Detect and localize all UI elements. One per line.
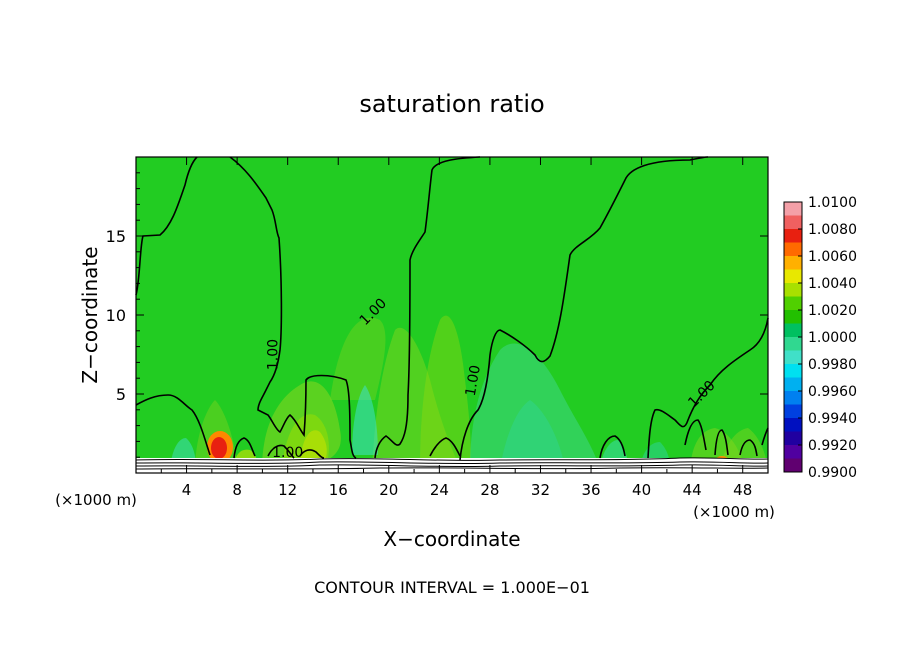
colorbar-swatch <box>784 269 802 284</box>
x-tick-label: 4 <box>182 481 192 499</box>
contour-lines <box>135 156 769 461</box>
x-tick-label: 28 <box>480 481 499 499</box>
contour-label: 1.00 <box>266 339 282 370</box>
x-tick-label: 12 <box>278 481 297 499</box>
contour-line <box>267 437 461 459</box>
contour-line <box>647 317 769 459</box>
colorbar-label: 1.0100 <box>808 195 857 211</box>
teal-patch <box>500 400 565 468</box>
colorbar-swatch <box>784 445 802 459</box>
x-tick-label: 8 <box>232 481 242 499</box>
colorbar-swatch <box>784 310 802 324</box>
contour-line <box>599 435 626 459</box>
colorbar-label: 1.0040 <box>808 276 857 292</box>
colorbar-label: 1.0020 <box>808 303 857 319</box>
x-tick-label: 32 <box>531 481 550 499</box>
x-axis-label: X−coordinate <box>383 527 520 551</box>
colorbar-swatch <box>784 296 802 311</box>
colorbar-swatch <box>784 364 802 378</box>
contour-line <box>459 156 709 461</box>
colorbar-swatch <box>784 337 802 351</box>
cool-patches <box>170 343 670 468</box>
red-core <box>211 437 227 459</box>
contour-label: 1.00 <box>463 364 484 397</box>
y-tick-label: 5 <box>116 385 126 404</box>
colorbar-swatch <box>784 229 802 243</box>
contour-line <box>135 394 211 456</box>
y-axis-label: Z−coordinate <box>78 246 102 383</box>
terrain-band <box>135 457 769 473</box>
colorbar-swatch <box>784 283 802 297</box>
x-tick-label: 20 <box>379 481 398 499</box>
chart-title: saturation ratio <box>359 90 544 118</box>
contour-label: 1.00 <box>272 445 303 461</box>
x-tick-label: 36 <box>581 481 600 499</box>
colorbar-label: 1.0060 <box>808 249 857 265</box>
terrain-contour <box>135 464 769 468</box>
x-tick-label: 48 <box>733 481 752 499</box>
field-background <box>136 157 768 473</box>
colorbar-swatch <box>784 202 802 216</box>
y-axis: 5 10 15 <box>106 172 768 458</box>
colorbar-swatch <box>784 418 802 432</box>
contour-interval-note: CONTOUR INTERVAL = 1.000E−01 <box>314 578 590 597</box>
teal-patch <box>470 343 600 468</box>
x-unit-right: (×1000 m) <box>693 503 775 521</box>
colorbar-swatch <box>784 377 802 392</box>
y-tick-label: 15 <box>106 227 126 246</box>
colorbar-label: 1.0000 <box>808 330 857 346</box>
colorbar-label: 0.9980 <box>808 357 857 373</box>
colorbar-swatch <box>784 458 802 473</box>
colorbar-swatch <box>784 391 802 405</box>
terrain-contour <box>135 457 769 461</box>
contour-line <box>684 419 758 457</box>
colorbar-label: 0.9900 <box>808 465 857 481</box>
colorbar-label: 0.9920 <box>808 438 857 454</box>
colorbar-swatch <box>784 215 802 230</box>
x-unit-left: (×1000 m) <box>55 491 137 509</box>
contour-line <box>229 156 357 459</box>
x-tick-label: 44 <box>683 481 702 499</box>
x-tick-label: 16 <box>329 481 348 499</box>
colorbar-swatch <box>784 431 802 446</box>
colorbar-label: 1.0080 <box>808 222 857 238</box>
colorbar: 1.0100 1.0080 1.0060 1.0040 1.0020 1.0000 0.99… <box>783 195 857 481</box>
colorbar-swatch <box>784 350 802 365</box>
contour-line <box>233 437 256 459</box>
yellowgreen-patch <box>372 327 460 468</box>
colorbar-swatch <box>784 242 802 257</box>
colorbar-label: 0.9960 <box>808 384 857 400</box>
colorbar-swatch <box>784 404 802 419</box>
colorbar-swatch <box>784 323 802 338</box>
x-tick-label: 40 <box>632 481 651 499</box>
contour-line <box>374 156 481 459</box>
colorbar-label: 0.9940 <box>808 411 857 427</box>
cyan-patch <box>352 385 378 455</box>
yellowgreen-patch <box>420 315 471 468</box>
plot-area: 1.001.001.00 1.001.00 <box>135 156 769 474</box>
x-tick-label: 24 <box>430 481 449 499</box>
colorbar-swatch <box>784 256 802 270</box>
contour-line <box>135 156 198 296</box>
terrain-contour <box>135 467 769 470</box>
x-axis: 4 8 12 16 20 24 28 32 36 40 44 48 <box>160 157 752 499</box>
y-tick-label: 10 <box>106 306 126 325</box>
terrain-contour <box>135 461 769 465</box>
